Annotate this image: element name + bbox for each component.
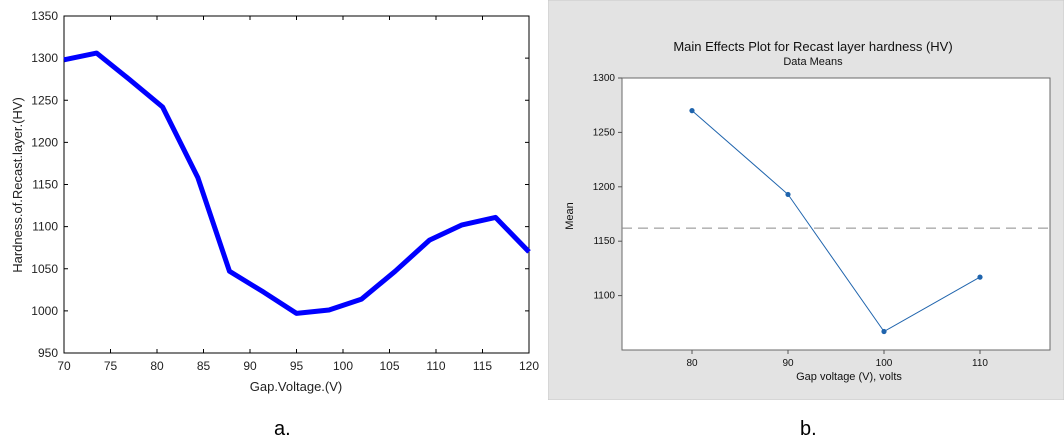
chart-a-ytick-label: 1000 (31, 304, 58, 318)
chart-b-ytick-label: 1200 (593, 182, 616, 193)
chart-a-ytick-label: 1050 (31, 262, 58, 276)
chart-b-xtick-label: 80 (686, 358, 698, 369)
chart-b-point (785, 191, 791, 198)
chart-a-ticks: 70 75 80 85 90 95 100 105 110 115 120 950 1000 1050 11… (31, 9, 539, 373)
chart-b-points (689, 108, 983, 335)
chart-a-xtick-label: 120 (519, 359, 539, 373)
chart-b-point (881, 328, 887, 335)
chart-b-title: Main Effects Plot for Recast layer hardn… (673, 39, 952, 54)
chart-a-xtick-label: 100 (333, 359, 353, 373)
chart-a-ytick-label: 1200 (31, 135, 58, 149)
chart-a-xtick-label: 85 (197, 359, 211, 373)
chart-a-xtick-label: 70 (57, 359, 71, 373)
chart-a-xtick-label: 95 (290, 359, 304, 373)
chart-a-xtick-label: 105 (379, 359, 399, 373)
chart-b-ytick-label: 1100 (593, 291, 615, 302)
chart-a: 70 75 80 85 90 95 100 105 110 115 120 950 1000 1050 11… (10, 9, 539, 394)
chart-b-series-line (691, 110, 981, 333)
chart-a-xlabel: Gap.Voltage.(V) (250, 379, 343, 394)
chart-a-ytick-label: 1300 (31, 51, 58, 65)
chart-b-ticks: 80 90 100 110 1100 1150 1200 1250 1300 (593, 73, 989, 369)
chart-b-xtick-label: 110 (972, 358, 988, 369)
chart-b-ylabel: Mean (564, 202, 576, 230)
chart-b-ytick-label: 1150 (593, 236, 615, 247)
chart-a-xtick-label: 110 (426, 359, 445, 373)
chart-a-series-line (63, 50, 531, 316)
caption-b: b. (800, 418, 817, 440)
chart-a-xtick-label: 80 (150, 359, 164, 373)
chart-b-point (689, 108, 695, 114)
chart-b-xtick-label: 100 (876, 358, 893, 369)
chart-b-ytick-label: 1250 (593, 127, 616, 138)
chart-a-xtick-label: 115 (473, 359, 492, 373)
chart-b-subtitle: Data Means (783, 56, 843, 68)
chart-a-ytick-label: 1350 (31, 9, 58, 23)
chart-b-plot-area (621, 77, 1051, 351)
chart-a-ytick-label: 1150 (32, 178, 58, 192)
chart-b-xlabel: Gap voltage (V), volts (796, 371, 902, 383)
chart-a-ylabel: Hardness.of.Recast.layer.(HV) (10, 97, 25, 273)
chart-a-ytick-label: 950 (38, 346, 58, 360)
chart-b-point (977, 274, 983, 280)
chart-b-ytick-label: 1300 (593, 73, 616, 84)
chart-b: Main Effects Plot for Recast layer hardn… (548, 0, 1064, 400)
chart-a-xtick-label: 75 (104, 359, 118, 373)
chart-a-ytick-label: 1250 (31, 93, 58, 107)
caption-a: a. (274, 418, 291, 440)
chart-b-xtick-label: 90 (782, 358, 794, 369)
chart-a-xtick-label: 90 (243, 359, 257, 373)
chart-a-plot-area (63, 15, 530, 354)
chart-a-ytick-label: 1100 (32, 220, 58, 234)
